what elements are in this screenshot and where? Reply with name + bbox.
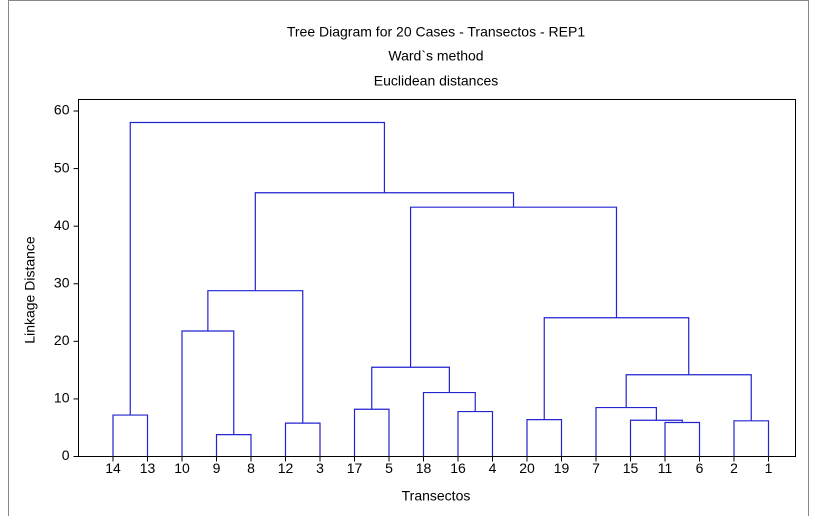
x-tick-label: 8 [247,460,255,476]
plot-area [78,99,796,457]
merge-link [353,408,390,457]
x-tick-label: 19 [554,460,570,476]
x-tick-label: 17 [347,460,363,476]
y-axis-label: Linkage Distance [22,236,38,344]
y-tick-label: 20 [54,332,70,348]
x-tick-label: 13 [140,460,156,476]
x-tick-label: 20 [519,460,535,476]
x-tick-label: 10 [174,460,190,476]
x-tick-label: 14 [105,460,121,476]
x-tick-label: 15 [623,460,639,476]
y-tick-label: 10 [54,390,70,406]
merge-link [543,317,690,420]
frame [8,0,809,521]
x-tick-label: 1 [765,460,773,476]
merge-link [129,121,386,416]
y-tick-label: 30 [54,274,70,290]
x-tick-label: 9 [213,460,221,476]
x-tick-label: 6 [696,460,704,476]
merge-link [409,206,618,368]
x-tick-label: 16 [450,460,466,476]
x-tick-label: 7 [592,460,600,476]
x-tick-label: 5 [385,460,393,476]
chart-title: Tree Diagram for 20 Cases - Transectos -… [287,24,585,40]
x-tick-label: 18 [416,460,432,476]
x-axis-label: Transectos [402,488,471,504]
x-tick-label: 3 [316,460,324,476]
x-tick-label: 4 [489,460,497,476]
y-tick-label: 60 [54,102,70,118]
chart-subtitle: Euclidean distances [374,73,499,89]
y-tick-label: 0 [62,447,70,463]
merge-link [207,290,304,424]
y-tick-label: 50 [54,159,70,175]
y-tick-label: 40 [54,217,70,233]
chart-subtitle: Ward`s method [388,48,483,64]
x-tick-label: 11 [658,460,673,476]
x-tick-label: 12 [278,460,294,476]
merge-link [254,192,515,291]
x-tick-label: 2 [730,460,738,476]
merge-link [112,414,149,457]
